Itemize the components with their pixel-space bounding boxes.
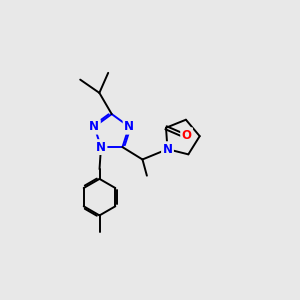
Text: N: N — [96, 141, 106, 154]
Text: N: N — [89, 120, 99, 133]
Text: N: N — [163, 143, 172, 156]
Text: N: N — [124, 120, 134, 133]
Text: O: O — [182, 129, 192, 142]
